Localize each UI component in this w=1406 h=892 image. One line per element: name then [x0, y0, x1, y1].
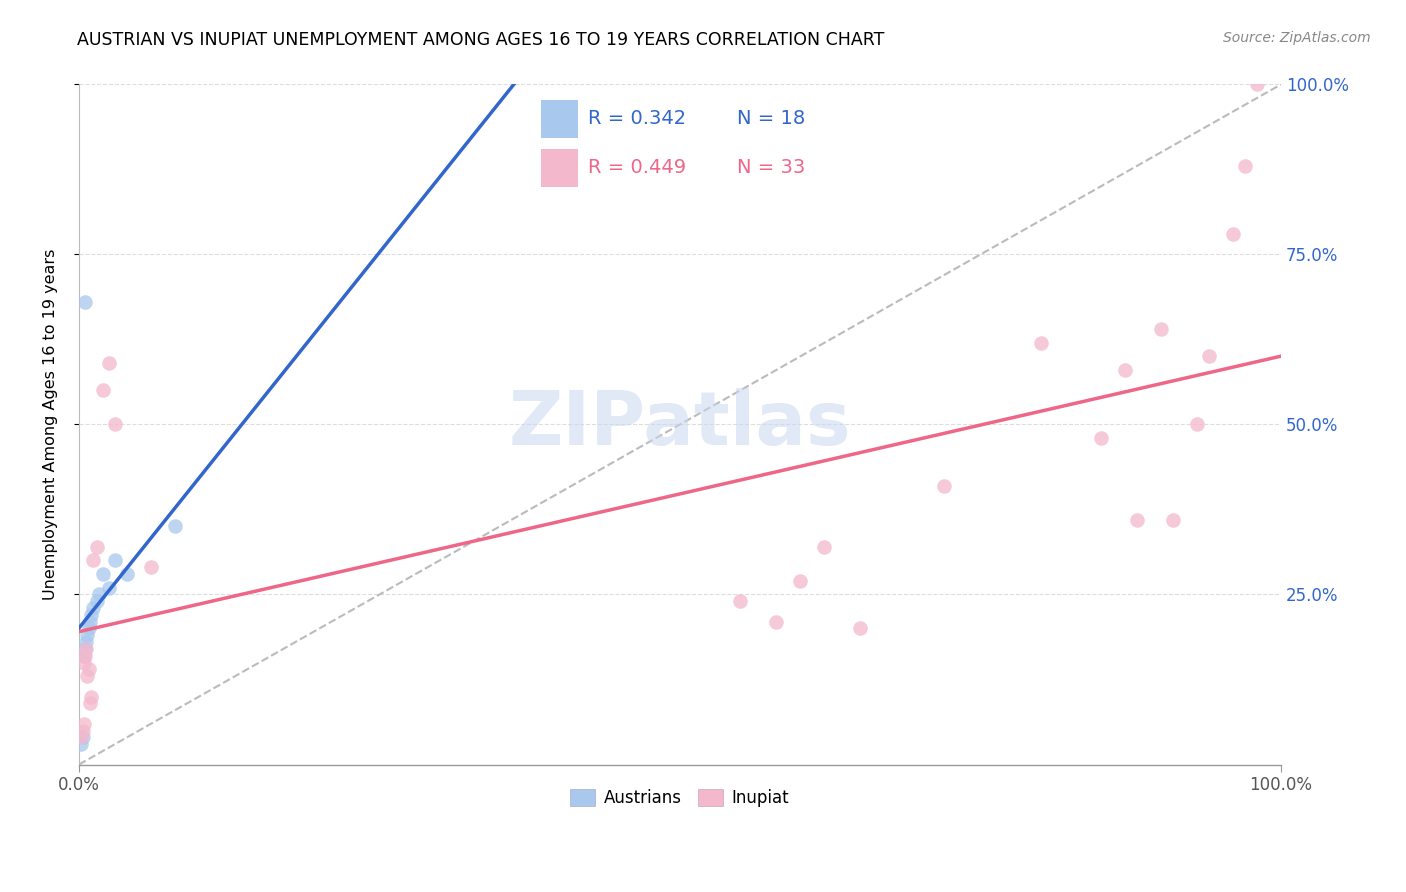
Point [789, 574, 811, 588]
Point [849, 622, 872, 636]
Point [104, 553, 127, 567]
Point [73, 641, 96, 656]
Point [98, 581, 121, 595]
Point [1161, 513, 1184, 527]
Point [79, 696, 101, 710]
Point [70, 737, 93, 751]
Point [76, 669, 98, 683]
Point [728, 594, 751, 608]
Point [1198, 350, 1220, 364]
Text: ZIPatlas: ZIPatlas [509, 388, 851, 461]
Point [934, 478, 956, 492]
Point [1090, 431, 1112, 445]
Point [115, 567, 138, 582]
Point [77, 622, 100, 636]
Text: N = 33: N = 33 [737, 158, 806, 177]
Point [82, 601, 104, 615]
Text: AUSTRIAN VS INUPIAT UNEMPLOYMENT AMONG AGES 16 TO 19 YEARS CORRELATION CHART: AUSTRIAN VS INUPIAT UNEMPLOYMENT AMONG A… [77, 31, 884, 49]
Point [75, 641, 97, 656]
Point [139, 560, 162, 574]
Point [1029, 335, 1052, 350]
Point [73, 295, 96, 310]
Point [76, 628, 98, 642]
Point [1114, 363, 1136, 377]
Point [77, 662, 100, 676]
Point [80, 607, 103, 622]
Point [813, 540, 835, 554]
Point [72, 723, 94, 738]
FancyBboxPatch shape [541, 100, 578, 137]
Point [1150, 322, 1173, 336]
Point [82, 553, 104, 567]
Point [75, 635, 97, 649]
Point [765, 615, 787, 629]
Point [86, 594, 108, 608]
Point [1246, 78, 1268, 92]
Text: N = 18: N = 18 [737, 109, 806, 128]
Point [86, 540, 108, 554]
Point [80, 690, 103, 704]
Point [72, 731, 94, 745]
Legend: Austrians, Inupiat: Austrians, Inupiat [564, 782, 796, 814]
Point [79, 615, 101, 629]
Text: R = 0.449: R = 0.449 [588, 158, 686, 177]
Text: R = 0.342: R = 0.342 [588, 109, 686, 128]
Point [104, 417, 127, 432]
Point [91, 567, 114, 582]
Text: Source: ZipAtlas.com: Source: ZipAtlas.com [1223, 31, 1371, 45]
Point [98, 356, 121, 370]
Point [165, 519, 187, 533]
Point [73, 716, 96, 731]
Point [73, 648, 96, 663]
Point [73, 648, 96, 663]
Point [1185, 417, 1208, 432]
Point [1125, 513, 1147, 527]
Point [1233, 159, 1256, 173]
Point [70, 731, 93, 745]
Point [73, 656, 96, 670]
Point [89, 587, 111, 601]
Y-axis label: Unemployment Among Ages 16 to 19 years: Unemployment Among Ages 16 to 19 years [44, 249, 58, 600]
Point [1222, 227, 1244, 241]
FancyBboxPatch shape [541, 149, 578, 187]
Point [91, 384, 114, 398]
